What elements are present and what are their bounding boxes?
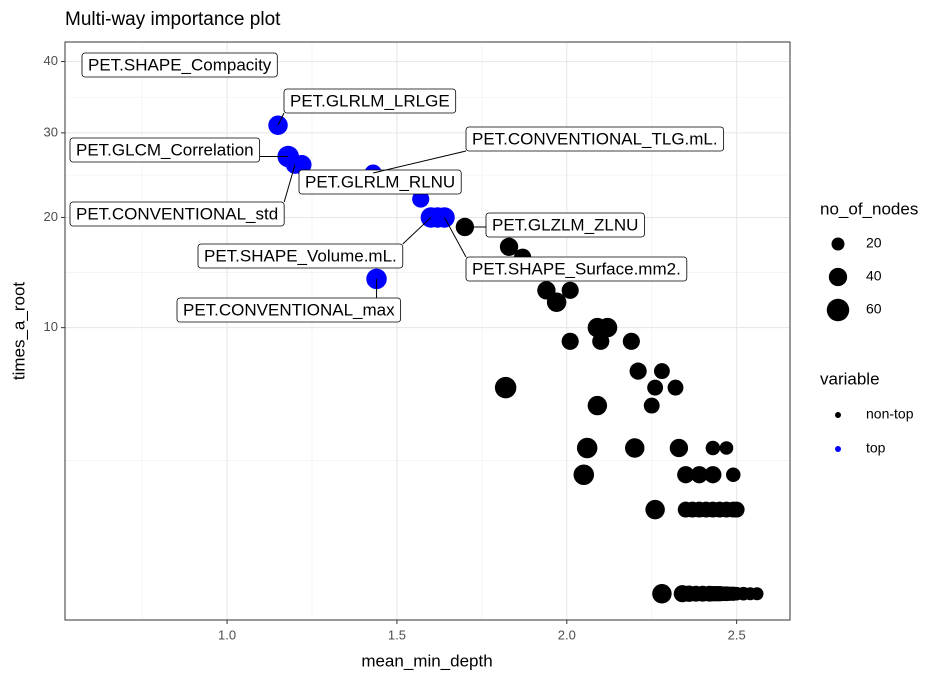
point [412, 190, 430, 208]
point [647, 379, 664, 396]
label-box [283, 88, 457, 114]
y-tick-label: 10 [44, 319, 58, 334]
label-text: PET.SHAPE_Surface.mm2. [472, 259, 681, 278]
label-text: PET.GLZLM_ZLNU [492, 215, 638, 234]
point [728, 501, 745, 518]
point [494, 376, 517, 399]
point-label: PET.GLRLM_LRLGE [277, 88, 457, 126]
label-text: PET.CONVENTIONAL_std [76, 204, 278, 223]
color-legend-key [835, 412, 841, 418]
point [645, 499, 665, 520]
point [629, 362, 647, 380]
point [622, 332, 640, 350]
point [597, 317, 618, 338]
y-axis-label: times_a_root [9, 282, 28, 381]
label-box [298, 169, 462, 195]
point-label: PET.SHAPE_Compacity [81, 52, 278, 78]
point [292, 154, 312, 175]
point [653, 363, 670, 380]
label-box [81, 52, 278, 78]
label-text: PET.CONVENTIONAL_TLG.mL. [472, 129, 718, 148]
label-text: PET.GLRLM_RLNU [305, 172, 455, 191]
label-text: PET.GLCM_Correlation [76, 140, 254, 159]
color-legend-label: non-top [866, 406, 914, 422]
x-tick-label: 2.5 [728, 627, 746, 642]
leader-line [373, 150, 467, 174]
label-box [465, 256, 688, 282]
y-tick-label: 40 [44, 53, 58, 68]
color-legend-key [835, 446, 841, 452]
color-legend-label: top [866, 440, 886, 456]
leader-line [444, 217, 467, 258]
point [704, 466, 722, 484]
label-box [465, 126, 725, 152]
point [561, 281, 579, 299]
point [705, 440, 721, 456]
x-tick-label: 2.0 [558, 627, 576, 642]
point [573, 464, 595, 485]
leader-line [402, 217, 432, 245]
label-box [69, 201, 285, 227]
leader-line [277, 112, 285, 126]
label-text: PET.SHAPE_Volume.mL. [204, 246, 397, 265]
point [667, 379, 684, 396]
point-label: PET.CONVENTIONAL_TLG.mL. [373, 126, 725, 174]
label-text: PET.CONVENTIONAL_max [183, 300, 395, 319]
point-label: PET.CONVENTIONAL_std [69, 164, 296, 227]
y-tick-label: 30 [44, 124, 58, 139]
point-label: PET.GLCM_Correlation [69, 137, 289, 163]
y-tick-label: 20 [44, 209, 58, 224]
point [625, 438, 645, 458]
point [561, 332, 579, 350]
x-tick-label: 1.0 [218, 627, 236, 642]
label-box [69, 137, 261, 163]
point [587, 395, 608, 416]
color-legend-title: variable [820, 369, 880, 388]
point [719, 441, 734, 455]
point [499, 237, 519, 256]
point-label: PET.SHAPE_Volume.mL. [197, 217, 432, 269]
size-legend-title: no_of_nodes [820, 199, 918, 218]
point [546, 292, 567, 312]
point [576, 437, 598, 459]
point [643, 397, 660, 414]
size-legend-key [831, 237, 845, 251]
point [652, 584, 672, 604]
point-label: PET.GLZLM_ZLNU [464, 212, 645, 238]
label-text: PET.SHAPE_Compacity [88, 55, 272, 74]
leader-line [283, 164, 296, 203]
x-axis-label: mean_min_depth [361, 651, 492, 670]
size-legend-label: 40 [866, 268, 882, 284]
point [669, 438, 689, 458]
size-legend-label: 60 [866, 301, 882, 317]
size-legend-key [826, 298, 850, 322]
point [434, 207, 455, 228]
panel-border [64, 41, 791, 621]
point [726, 467, 741, 482]
point-label: PET.GLRLM_RLNU [298, 169, 462, 195]
chart-title: Multi-way importance plot [65, 9, 281, 30]
point-label: PET.SHAPE_Surface.mm2. [444, 217, 688, 282]
label-box [197, 243, 404, 269]
point [690, 466, 708, 484]
point [677, 466, 695, 484]
x-tick-label: 1.5 [388, 627, 406, 642]
point [592, 332, 610, 350]
point-label: PET.CONVENTIONAL_max [176, 278, 402, 323]
label-box [176, 297, 402, 323]
size-legend-key [828, 267, 848, 287]
point [750, 587, 764, 601]
label-text: PET.GLRLM_LRLGE [290, 91, 450, 110]
size-legend-label: 20 [866, 235, 882, 251]
label-box [485, 212, 645, 238]
